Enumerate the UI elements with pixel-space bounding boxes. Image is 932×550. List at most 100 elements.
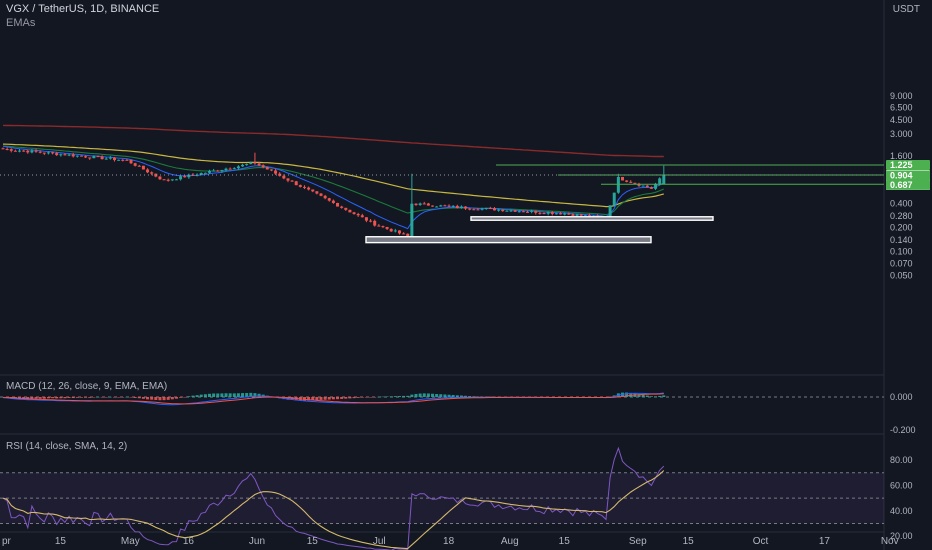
candle — [505, 210, 509, 212]
candle — [224, 167, 228, 172]
macd-histogram-bar — [121, 397, 125, 398]
candle-body — [278, 173, 282, 176]
price-label-bg — [886, 179, 930, 190]
candle — [464, 206, 468, 211]
macd-histogram-bar — [649, 396, 653, 397]
candle — [179, 175, 183, 181]
candle — [550, 211, 554, 216]
macd-histogram-bar — [195, 395, 199, 397]
candle-body — [546, 212, 550, 214]
candle — [67, 153, 71, 157]
candle-body — [319, 193, 323, 196]
candle — [364, 217, 368, 223]
candle-body — [654, 183, 658, 189]
macd-histogram-bar — [360, 397, 364, 398]
candle — [146, 168, 150, 174]
candle — [488, 206, 492, 210]
macd-histogram-bar — [137, 397, 141, 399]
candle-body — [249, 162, 253, 165]
macd-histogram-bar — [356, 397, 360, 398]
candle — [629, 180, 633, 183]
candle-body — [633, 182, 637, 184]
macd-histogram-bar — [307, 397, 311, 401]
candle-body — [323, 195, 327, 199]
candle — [241, 163, 245, 167]
candle — [637, 182, 641, 187]
candle — [476, 207, 480, 211]
price-tick-label: 0.400 — [890, 199, 913, 209]
time-tick-label: 15 — [683, 536, 695, 547]
macd-histogram-bar — [51, 397, 55, 399]
candle — [269, 169, 273, 172]
candle-body — [559, 213, 563, 215]
candle-body — [637, 183, 641, 186]
macd-histogram-bar — [75, 397, 79, 398]
candle-body — [150, 172, 154, 174]
price-tick-label: 4.500 — [890, 115, 913, 125]
candle — [484, 207, 488, 210]
candle-body — [59, 154, 63, 156]
candle — [621, 176, 624, 181]
candle-body — [393, 230, 397, 232]
rsi-ma-line — [2, 470, 665, 550]
macd-histogram-bar — [373, 397, 377, 398]
candle-body — [567, 213, 571, 215]
macd-histogram-bar — [146, 397, 150, 400]
time-tick-label: Aug — [501, 536, 519, 547]
time-tick-label: 17 — [819, 536, 831, 547]
candle-body — [245, 164, 249, 166]
candle-body — [162, 179, 166, 181]
candle — [42, 152, 46, 156]
candle-body — [100, 156, 104, 160]
macd-histogram-bar — [199, 394, 203, 397]
macd-title[interactable]: MACD (12, 26, close, 9, EMA, EMA) — [6, 381, 168, 392]
candle-body — [505, 210, 509, 212]
macd-histogram-bar — [443, 394, 447, 397]
candle-body — [658, 178, 662, 184]
rsi-title[interactable]: RSI (14, close, SMA, 14, 2) — [6, 441, 128, 452]
price-tick-label: 6.500 — [890, 102, 913, 112]
candle — [546, 211, 550, 216]
candle-body — [294, 181, 298, 186]
support-zone — [470, 216, 714, 221]
macd-histogram-bar — [257, 393, 261, 397]
macd-histogram-bar — [464, 395, 468, 397]
macd-histogram-bar — [625, 392, 629, 397]
candle-body — [290, 180, 294, 182]
candle — [96, 155, 100, 158]
macd-histogram-bar — [402, 395, 406, 397]
candle-body — [513, 210, 517, 212]
candle — [497, 208, 501, 212]
candle — [154, 173, 158, 178]
macd-histogram-bar — [71, 397, 75, 399]
candle-body — [302, 186, 306, 188]
symbol-title[interactable]: VGX / TetherUS, 1D, BINANCE — [6, 3, 160, 15]
candle — [133, 162, 137, 167]
candle — [530, 209, 534, 214]
macd-histogram-bar — [447, 394, 451, 397]
candle — [612, 192, 616, 207]
candle — [170, 179, 174, 182]
macd-histogram-bar — [46, 397, 50, 399]
time-tick-label: 15 — [307, 536, 319, 547]
macd-histogram-bar — [208, 393, 211, 397]
candle-body — [360, 215, 364, 218]
indicator-label[interactable]: EMAs — [6, 17, 36, 29]
macd-histogram-bar — [216, 393, 220, 397]
candle — [625, 180, 629, 183]
candle-body — [117, 159, 121, 161]
candle-body — [534, 210, 538, 213]
candle — [336, 202, 340, 207]
candle-body — [530, 210, 534, 212]
candle-body — [459, 206, 463, 208]
rsi-tick-label: 20.00 — [890, 531, 913, 541]
candle-body — [154, 173, 158, 177]
macd-histogram-bar — [319, 397, 323, 400]
candle-body — [228, 168, 232, 170]
macd-histogram-bar — [323, 397, 327, 400]
candle — [298, 184, 302, 188]
candle — [509, 209, 513, 213]
macd-histogram-bar — [488, 396, 492, 398]
macd-histogram-bar — [220, 393, 224, 397]
